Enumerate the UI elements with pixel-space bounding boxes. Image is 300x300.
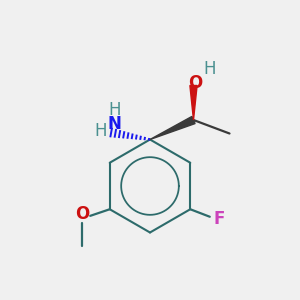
Text: H: H [108,101,121,119]
Text: H: H [204,60,216,78]
Text: O: O [188,74,202,92]
Polygon shape [190,85,197,120]
Text: O: O [75,205,89,223]
Text: F: F [214,210,225,228]
Text: H: H [94,122,107,140]
Text: N: N [107,115,121,133]
Polygon shape [150,116,195,140]
